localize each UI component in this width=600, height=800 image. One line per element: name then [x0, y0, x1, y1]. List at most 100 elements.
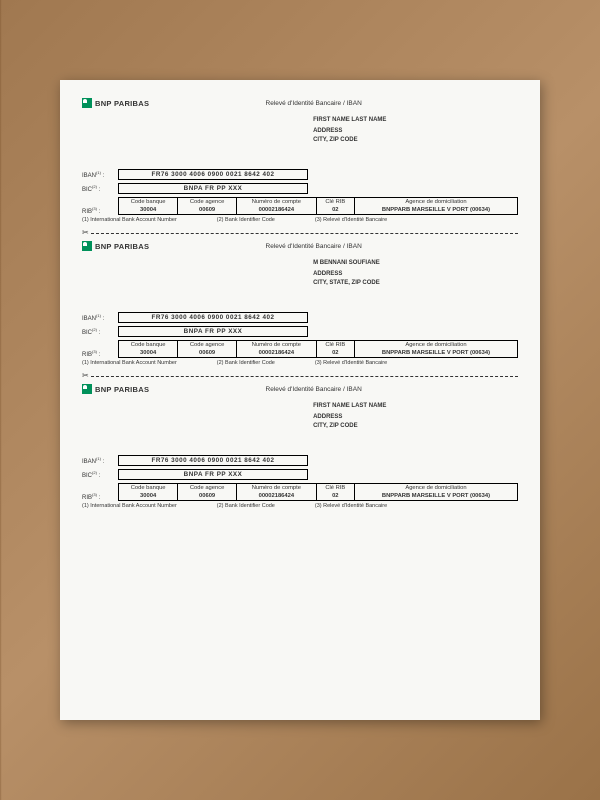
th-code-banque: Code banque: [119, 341, 178, 350]
iban-label: IBAN(1) :: [82, 313, 112, 322]
iban-value: FR76 3000 4006 0900 0021 8642 402: [118, 455, 308, 466]
th-numero-compte: Numéro de compte: [236, 341, 316, 350]
iban-value: FR76 3000 4006 0900 0021 8642 402: [118, 169, 308, 180]
bic-row: BIC(2) : BNPA FR PP XXX: [82, 183, 518, 194]
td-agence: BNPPARB MARSEILLE V PORT (00634): [354, 492, 517, 501]
recipient-name: FIRST NAME LAST NAME: [313, 116, 518, 125]
iban-row: IBAN(1) : FR76 3000 4006 0900 0021 8642 …: [82, 312, 518, 323]
recipient-address-2: CITY, STATE, ZIP CODE: [313, 279, 518, 288]
bic-value: BNPA FR PP XXX: [118, 183, 308, 194]
cut-line: ✂: [82, 372, 518, 380]
header-row: BNP PARIBAS Relevé d'Identité Bancaire /…: [82, 241, 518, 251]
footnote-1: (1) International Bank Account Number: [82, 503, 177, 509]
footnote-2: (2) Bank Identifier Code: [217, 503, 275, 509]
bic-label: BIC(2) :: [82, 470, 112, 479]
th-code-banque: Code banque: [119, 484, 178, 493]
td-code-banque: 30004: [119, 206, 178, 215]
recipient-block: M BENNANI SOUFIANE ADDRESS CITY, STATE, …: [313, 259, 518, 288]
rib-table: Code banque Code agence Numéro de compte…: [118, 340, 518, 358]
rib-row: RIB(3) : Code banque Code agence Numéro …: [82, 483, 518, 501]
footnote-2: (2) Bank Identifier Code: [217, 217, 275, 223]
header-row: BNP PARIBAS Relevé d'Identité Bancaire /…: [82, 98, 518, 108]
td-code-agence: 00609: [178, 206, 237, 215]
td-code-banque: 30004: [119, 349, 178, 358]
rib-table: Code banque Code agence Numéro de compte…: [118, 197, 518, 215]
rib-section: BNP PARIBAS Relevé d'Identité Bancaire /…: [82, 241, 518, 366]
scissors-icon: ✂: [82, 229, 89, 237]
th-code-agence: Code agence: [178, 198, 237, 207]
recipient-name: M BENNANI SOUFIANE: [313, 259, 518, 268]
recipient-name: FIRST NAME LAST NAME: [313, 402, 518, 411]
recipient-address-1: ADDRESS: [313, 413, 518, 422]
recipient-address-2: CITY, ZIP CODE: [313, 422, 518, 431]
rib-section: BNP PARIBAS Relevé d'Identité Bancaire /…: [82, 98, 518, 223]
rib-label: RIB(3) :: [82, 206, 112, 215]
document-paper: BNP PARIBAS Relevé d'Identité Bancaire /…: [60, 80, 540, 720]
recipient-address-1: ADDRESS: [313, 127, 518, 136]
bic-row: BIC(2) : BNPA FR PP XXX: [82, 326, 518, 337]
dashed-line: [91, 376, 518, 377]
bic-label: BIC(2) :: [82, 327, 112, 336]
th-agence: Agence de domiciliation: [354, 198, 517, 207]
header-row: BNP PARIBAS Relevé d'Identité Bancaire /…: [82, 384, 518, 394]
td-code-banque: 30004: [119, 492, 178, 501]
document-title: Relevé d'Identité Bancaire / IBAN: [109, 100, 518, 107]
footnotes: (1) International Bank Account Number (2…: [82, 503, 518, 509]
recipient-address-1: ADDRESS: [313, 270, 518, 279]
th-numero-compte: Numéro de compte: [236, 198, 316, 207]
logo-mark-icon: [82, 241, 92, 251]
td-cle-rib: 02: [316, 349, 354, 358]
bic-row: BIC(2) : BNPA FR PP XXX: [82, 469, 518, 480]
footnotes: (1) International Bank Account Number (2…: [82, 217, 518, 223]
table-row: Code banque Code agence Numéro de compte…: [119, 198, 518, 207]
td-code-agence: 00609: [178, 349, 237, 358]
td-numero-compte: 00002186424: [236, 206, 316, 215]
table-row: Code banque Code agence Numéro de compte…: [119, 484, 518, 493]
cut-line: ✂: [82, 229, 518, 237]
logo-mark-icon: [82, 98, 92, 108]
bic-value: BNPA FR PP XXX: [118, 326, 308, 337]
document-title: Relevé d'Identité Bancaire / IBAN: [109, 243, 518, 250]
dashed-line: [91, 233, 518, 234]
th-cle-rib: Clé RIB: [316, 341, 354, 350]
th-code-agence: Code agence: [178, 484, 237, 493]
rib-section: BNP PARIBAS Relevé d'Identité Bancaire /…: [82, 384, 518, 509]
th-cle-rib: Clé RIB: [316, 484, 354, 493]
td-agence: BNPPARB MARSEILLE V PORT (00634): [354, 206, 517, 215]
recipient-block: FIRST NAME LAST NAME ADDRESS CITY, ZIP C…: [313, 402, 518, 431]
th-agence: Agence de domiciliation: [354, 484, 517, 493]
td-numero-compte: 00002186424: [236, 349, 316, 358]
footnote-3: (3) Relevé d'Identité Bancaire: [315, 217, 387, 223]
logo-mark-icon: [82, 384, 92, 394]
th-code-banque: Code banque: [119, 198, 178, 207]
footnote-1: (1) International Bank Account Number: [82, 217, 177, 223]
rib-table: Code banque Code agence Numéro de compte…: [118, 483, 518, 501]
iban-row: IBAN(1) : FR76 3000 4006 0900 0021 8642 …: [82, 169, 518, 180]
td-cle-rib: 02: [316, 206, 354, 215]
iban-label: IBAN(1) :: [82, 456, 112, 465]
th-agence: Agence de domiciliation: [354, 341, 517, 350]
th-numero-compte: Numéro de compte: [236, 484, 316, 493]
footnote-1: (1) International Bank Account Number: [82, 360, 177, 366]
bic-label: BIC(2) :: [82, 184, 112, 193]
table-row: 30004 00609 00002186424 02 BNPPARB MARSE…: [119, 492, 518, 501]
iban-label: IBAN(1) :: [82, 170, 112, 179]
th-cle-rib: Clé RIB: [316, 198, 354, 207]
table-row: 30004 00609 00002186424 02 BNPPARB MARSE…: [119, 349, 518, 358]
rib-row: RIB(3) : Code banque Code agence Numéro …: [82, 340, 518, 358]
td-code-agence: 00609: [178, 492, 237, 501]
rib-label: RIB(3) :: [82, 492, 112, 501]
recipient-address-2: CITY, ZIP CODE: [313, 136, 518, 145]
footnotes: (1) International Bank Account Number (2…: [82, 360, 518, 366]
iban-row: IBAN(1) : FR76 3000 4006 0900 0021 8642 …: [82, 455, 518, 466]
th-code-agence: Code agence: [178, 341, 237, 350]
td-numero-compte: 00002186424: [236, 492, 316, 501]
td-cle-rib: 02: [316, 492, 354, 501]
footnote-3: (3) Relevé d'Identité Bancaire: [315, 360, 387, 366]
iban-value: FR76 3000 4006 0900 0021 8642 402: [118, 312, 308, 323]
rib-label: RIB(3) :: [82, 349, 112, 358]
scissors-icon: ✂: [82, 372, 89, 380]
table-row: 30004 00609 00002186424 02 BNPPARB MARSE…: [119, 206, 518, 215]
td-agence: BNPPARB MARSEILLE V PORT (00634): [354, 349, 517, 358]
footnote-3: (3) Relevé d'Identité Bancaire: [315, 503, 387, 509]
